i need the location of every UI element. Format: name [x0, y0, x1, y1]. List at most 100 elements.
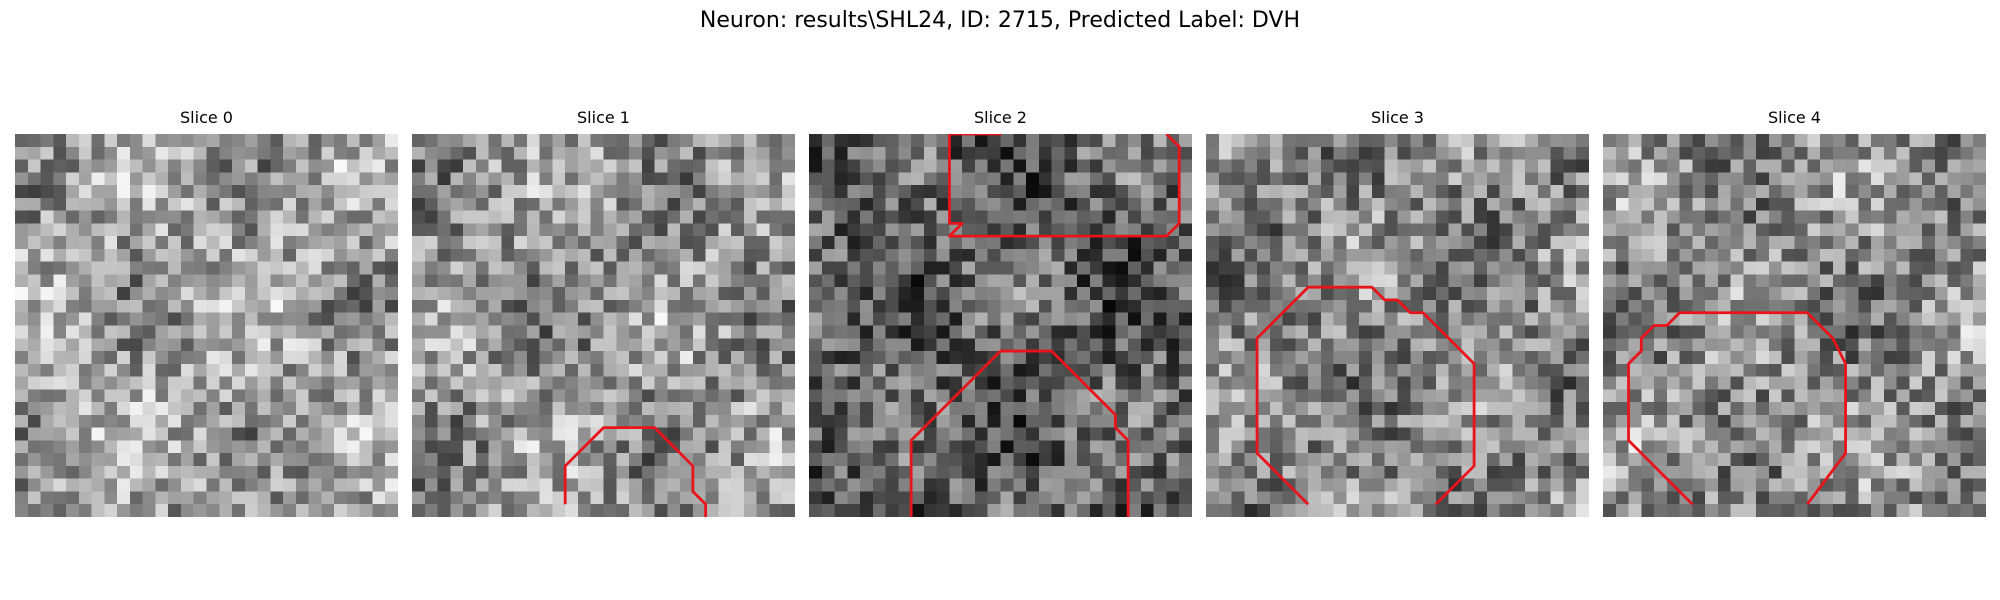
pixel [1692, 326, 1705, 339]
pixel [130, 262, 143, 275]
pixel [604, 479, 617, 492]
pixel [1052, 415, 1065, 428]
pixel [1718, 300, 1731, 313]
pixel [1219, 249, 1232, 262]
pixel [1128, 377, 1141, 390]
pixel [1026, 389, 1039, 402]
pixel [245, 491, 258, 504]
pixel [155, 440, 168, 453]
pixel [1334, 198, 1347, 211]
pixel [1629, 389, 1642, 402]
pixel [1935, 211, 1948, 224]
pixel [937, 453, 950, 466]
pixel [1538, 453, 1551, 466]
pixel [1026, 491, 1039, 504]
pixel [514, 415, 527, 428]
pixel [975, 274, 988, 287]
pixel [155, 377, 168, 390]
pixel [1833, 415, 1846, 428]
pixel [604, 198, 617, 211]
pixel [66, 440, 79, 453]
pixel [1077, 402, 1090, 415]
pixel [1563, 479, 1576, 492]
pixel [1629, 198, 1642, 211]
pixel [1807, 377, 1820, 390]
pixel [642, 211, 655, 224]
pixel [1257, 338, 1270, 351]
pixel [1641, 287, 1654, 300]
pixel [1576, 313, 1589, 326]
pixel [1960, 440, 1973, 453]
pixel [232, 504, 245, 517]
pixel [1461, 147, 1474, 160]
pixel [822, 300, 835, 313]
pixel [1935, 134, 1948, 147]
pixel [66, 300, 79, 313]
pixel [1257, 211, 1270, 224]
pixel [1629, 249, 1642, 262]
pixel [667, 326, 680, 339]
pixel [731, 160, 744, 173]
pixel [1001, 172, 1014, 185]
pixel [1551, 172, 1564, 185]
pixel [1846, 223, 1859, 236]
pixel [1461, 274, 1474, 287]
pixel [744, 402, 757, 415]
pixel [1064, 249, 1077, 262]
pixel [629, 262, 642, 275]
pixel [1858, 313, 1871, 326]
pixel [629, 466, 642, 479]
pixel [629, 415, 642, 428]
pixel [1576, 236, 1589, 249]
pixel [1833, 479, 1846, 492]
pixel [283, 479, 296, 492]
pixel [809, 504, 822, 517]
pixel [117, 491, 130, 504]
pixel [1064, 491, 1077, 504]
pixel [130, 236, 143, 249]
pixel [1244, 198, 1257, 211]
pixel [1115, 364, 1128, 377]
pixel [501, 466, 514, 479]
pixel [1039, 491, 1052, 504]
pixel [1128, 479, 1141, 492]
pixel [1179, 300, 1192, 313]
pixel [412, 491, 425, 504]
pixel [667, 377, 680, 390]
pixel [1641, 313, 1654, 326]
pixel [1410, 262, 1423, 275]
pixel [1782, 313, 1795, 326]
pixel [117, 504, 130, 517]
pixel [194, 147, 207, 160]
pixel [347, 364, 360, 377]
pixel [117, 440, 130, 453]
pixel [1001, 440, 1014, 453]
pixel [1525, 466, 1538, 479]
pixel [104, 364, 117, 377]
pixel [1283, 402, 1296, 415]
pixel [1795, 377, 1808, 390]
pixel [667, 313, 680, 326]
pixel [1948, 377, 1961, 390]
pixel [207, 236, 220, 249]
pixel [1052, 389, 1065, 402]
pixel [334, 160, 347, 173]
pixel [1141, 287, 1154, 300]
pixel [1206, 223, 1219, 236]
pixel [731, 440, 744, 453]
pixel [860, 453, 873, 466]
pixel [629, 453, 642, 466]
pixel [911, 338, 924, 351]
pixel [1461, 160, 1474, 173]
pixel [1563, 428, 1576, 441]
pixel [1064, 440, 1077, 453]
pixel [988, 377, 1001, 390]
pixel [1077, 236, 1090, 249]
pixel [680, 326, 693, 339]
pixel [66, 402, 79, 415]
pixel [79, 415, 92, 428]
pixel [540, 351, 553, 364]
pixel [514, 236, 527, 249]
pixel [1372, 415, 1385, 428]
pixel [92, 377, 105, 390]
